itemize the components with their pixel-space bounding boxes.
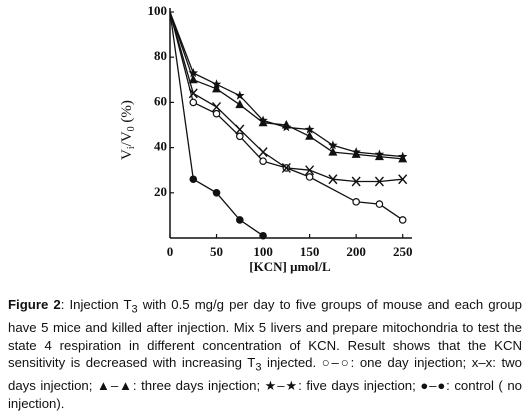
marker: [235, 90, 245, 100]
marker: [398, 174, 408, 185]
y-tick-label: 80: [154, 48, 167, 63]
caption: Figure 2: Injection T3 with 0.5 mg/g per…: [8, 296, 522, 412]
x-axis-label: [KCN] μmol/L: [249, 259, 331, 274]
marker: [352, 198, 360, 206]
y-label-part: /V: [119, 131, 135, 146]
y-tick-label: 20: [154, 184, 167, 199]
marker: [328, 140, 338, 150]
caption-text: : Injection T: [60, 297, 132, 312]
x-tick-label: 200: [346, 244, 366, 259]
cross-stroke: [328, 174, 338, 185]
y-label-sub: i: [126, 146, 137, 149]
marker: [351, 176, 361, 187]
cross-stroke: [374, 176, 384, 187]
series-line: [169, 11, 403, 160]
y-axis-label: Vi/V0 (%): [119, 100, 137, 160]
marker: [259, 231, 267, 240]
cross-stroke: [235, 124, 245, 135]
cross-stroke: [305, 165, 315, 176]
marker: [236, 132, 244, 141]
y-tick-label: 40: [154, 139, 167, 154]
cross-stroke: [351, 176, 361, 187]
marker: [281, 162, 291, 173]
y-label-part: (%): [119, 100, 135, 126]
marker: [188, 74, 198, 84]
cross-stroke: [281, 162, 291, 173]
x-tick-label: 250: [393, 244, 413, 259]
marker: [212, 189, 221, 197]
marker: [258, 147, 268, 158]
marker: [328, 174, 338, 185]
marker: [212, 101, 222, 112]
cross-stroke: [258, 147, 268, 158]
marker: [281, 122, 292, 132]
caption-text: with 0.5 mg/g per day to five groups of …: [8, 297, 522, 371]
marker: [212, 83, 222, 93]
marker: [397, 151, 408, 161]
cross-stroke: [398, 174, 408, 185]
marker: [211, 79, 222, 89]
marker: [374, 149, 385, 159]
cross-stroke: [212, 101, 222, 112]
marker: [188, 88, 198, 99]
marker: [212, 109, 221, 118]
marker: [235, 99, 245, 109]
x-tick-label: 100: [253, 244, 273, 259]
marker: [259, 157, 267, 165]
x-tick-label: 150: [300, 244, 320, 259]
marker: [374, 176, 384, 187]
marker: [189, 98, 198, 107]
marker: [398, 216, 407, 224]
caption-sub: 3: [131, 303, 138, 316]
marker: [258, 115, 268, 125]
marker: [328, 147, 338, 156]
marker: [235, 124, 245, 135]
marker: [305, 131, 315, 140]
series-line: [169, 11, 264, 237]
caption-text: injected. ○–○: one day injection; x–x: t…: [8, 355, 523, 411]
y-label-sub: 0: [126, 126, 137, 131]
caption-label: Figure 2: [8, 297, 61, 312]
cross-stroke: [188, 88, 198, 99]
marker: [375, 200, 384, 208]
marker: [351, 147, 361, 157]
y-tick-label: 60: [154, 93, 167, 108]
marker: [304, 124, 315, 134]
marker: [305, 165, 315, 176]
marker: [305, 173, 314, 181]
x-tick-label: 0: [167, 244, 174, 259]
marker: [188, 68, 198, 78]
caption-sub: 3: [255, 361, 262, 374]
y-label-part: V: [119, 149, 135, 160]
marker: [189, 175, 198, 184]
marker: [236, 216, 244, 224]
y-tick-label: 100: [148, 3, 168, 18]
x-tick-label: 50: [210, 244, 223, 259]
series-line: [169, 11, 404, 221]
chart: [KCN] μmol/L Vi/V0 (%) 0 50 100 150 200 25020…: [119, 3, 413, 274]
